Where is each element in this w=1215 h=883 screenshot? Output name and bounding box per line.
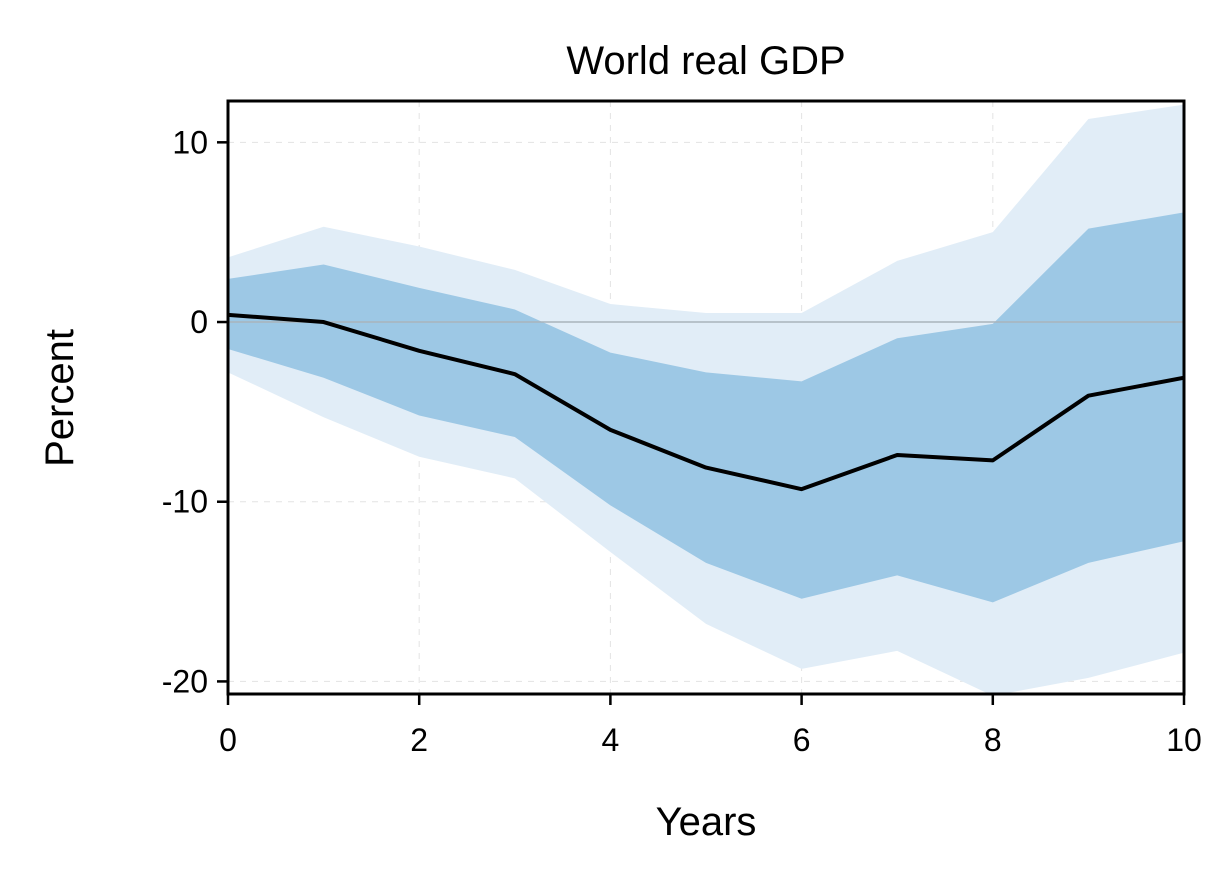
x-tick-label: 10 <box>1166 722 1202 758</box>
y-tick-label: -10 <box>162 484 208 520</box>
x-axis-label: Years <box>656 800 757 844</box>
chart-title: World real GDP <box>566 39 845 83</box>
x-tick-label: 4 <box>602 722 620 758</box>
plot-body <box>228 101 1184 694</box>
y-tick-label: 10 <box>172 124 208 160</box>
plot-frame <box>226 99 1186 696</box>
y-tick-label: 0 <box>190 304 208 340</box>
plot-area <box>226 99 1186 696</box>
x-tick-label: 8 <box>984 722 1002 758</box>
y-axis: 10 0 -10 -20 <box>162 124 228 699</box>
x-tick-label: 2 <box>410 722 428 758</box>
x-tick-label: 0 <box>219 722 237 758</box>
x-axis: 0 2 4 6 8 10 <box>219 694 1202 758</box>
x-tick-label: 6 <box>793 722 811 758</box>
y-axis-label: Percent <box>38 329 82 467</box>
inner-confidence-band <box>228 212 1184 603</box>
y-tick-label: -20 <box>162 663 208 699</box>
